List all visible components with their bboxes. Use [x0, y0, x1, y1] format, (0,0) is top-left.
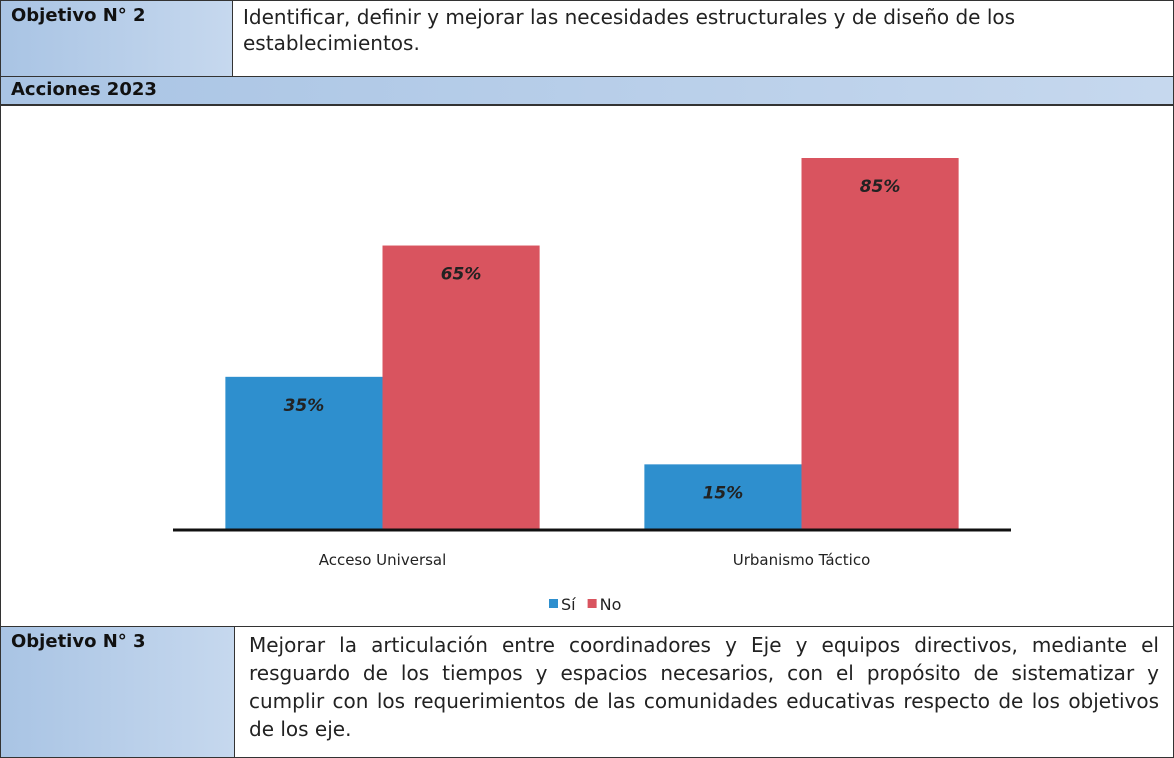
- bar: [801, 158, 959, 530]
- x-tick-label: Urbanismo Táctico: [733, 551, 871, 569]
- chart-frame: 35% 65% Acceso Universal 15% 85% Urbanismo Tá…: [0, 104, 1174, 628]
- legend-label: Sí: [561, 595, 576, 614]
- chart: 35% 65% Acceso Universal 15% 85% Urbanismo Tá…: [173, 158, 1011, 614]
- legend-swatch: [549, 599, 558, 608]
- section-label: Acciones 2023: [0, 76, 1174, 106]
- objective-label: Objetivo N° 3: [0, 626, 236, 758]
- bar: [382, 245, 540, 530]
- objective-text: Identificar, definir y mejorar las neces…: [232, 0, 1174, 78]
- objective-text: Mejorar la articulación entre coordinado…: [234, 626, 1174, 758]
- x-tick-label: Acceso Universal: [319, 551, 447, 569]
- data-label: 15%: [703, 483, 744, 503]
- data-label: 35%: [284, 396, 325, 416]
- bar: [644, 464, 802, 530]
- data-label: 65%: [441, 265, 482, 285]
- data-label: 85%: [860, 177, 901, 197]
- legend-swatch: [587, 599, 597, 608]
- objective-label: Objetivo N° 2: [0, 0, 234, 78]
- bar: [225, 376, 383, 530]
- legend-label: No: [600, 595, 622, 614]
